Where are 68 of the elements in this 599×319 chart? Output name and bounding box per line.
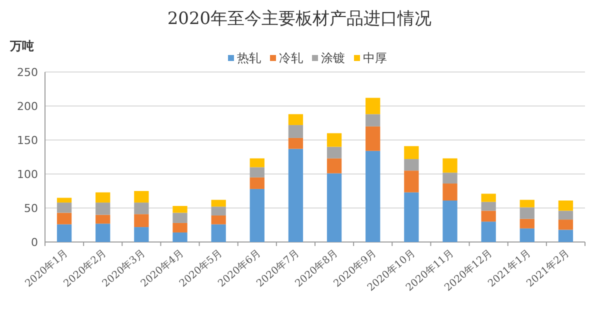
bar (520, 228, 534, 242)
bar (96, 224, 110, 242)
bar (481, 210, 496, 222)
bar (404, 159, 419, 171)
bar (250, 188, 264, 242)
bar (404, 170, 419, 192)
legend-label: 涂镀 (321, 51, 345, 65)
bar (172, 212, 188, 223)
legend-label: 中厚 (363, 51, 387, 65)
bar (211, 224, 226, 242)
y-tick-label: 150 (17, 134, 38, 147)
bar (250, 167, 264, 178)
bar (366, 126, 380, 151)
bar (558, 210, 574, 220)
bar (134, 202, 149, 214)
bar (250, 177, 264, 189)
bar (481, 222, 496, 242)
bar (211, 206, 226, 216)
bar (366, 114, 380, 126)
bar (288, 148, 304, 242)
bar (96, 192, 110, 203)
bar (520, 207, 534, 219)
bar (326, 146, 342, 158)
bar (404, 146, 419, 160)
bar (288, 114, 304, 126)
bar (442, 184, 458, 201)
bar (442, 158, 458, 173)
y-tick-label: 0 (31, 236, 38, 249)
bar (134, 191, 149, 203)
bar (520, 200, 534, 208)
bar (172, 206, 188, 213)
legend-label: 热轧 (237, 51, 261, 65)
bar (288, 138, 304, 149)
bar (56, 224, 72, 242)
bar (56, 212, 72, 224)
bar (250, 158, 264, 168)
bar (481, 194, 496, 202)
y-tick-label: 250 (17, 66, 38, 79)
chart-title: 2020年至今主要板材产品进口情况 (167, 9, 432, 29)
bar (134, 214, 149, 228)
bar (326, 133, 342, 147)
bar (211, 200, 226, 207)
bar (96, 202, 110, 215)
bar (172, 232, 188, 242)
bar (211, 215, 226, 224)
bar (288, 125, 304, 138)
bar (520, 218, 534, 228)
bar (326, 158, 342, 174)
bar (442, 200, 458, 242)
legend-label: 冷轧 (279, 51, 303, 65)
bar (481, 202, 496, 211)
bar (134, 227, 149, 242)
bar (404, 192, 419, 242)
y-tick-label: 200 (17, 100, 38, 113)
y-axis-title: 万吨 (9, 39, 34, 53)
bar (558, 220, 574, 230)
bar (366, 98, 380, 114)
bar (366, 150, 380, 242)
bar (558, 200, 574, 211)
bar (56, 202, 72, 213)
bar (96, 214, 110, 224)
y-tick-label: 100 (17, 168, 38, 181)
y-tick-label: 50 (24, 202, 38, 215)
bar (326, 173, 342, 242)
bar (442, 172, 458, 184)
bar (172, 222, 188, 232)
bar (558, 230, 574, 242)
bar (56, 198, 72, 203)
